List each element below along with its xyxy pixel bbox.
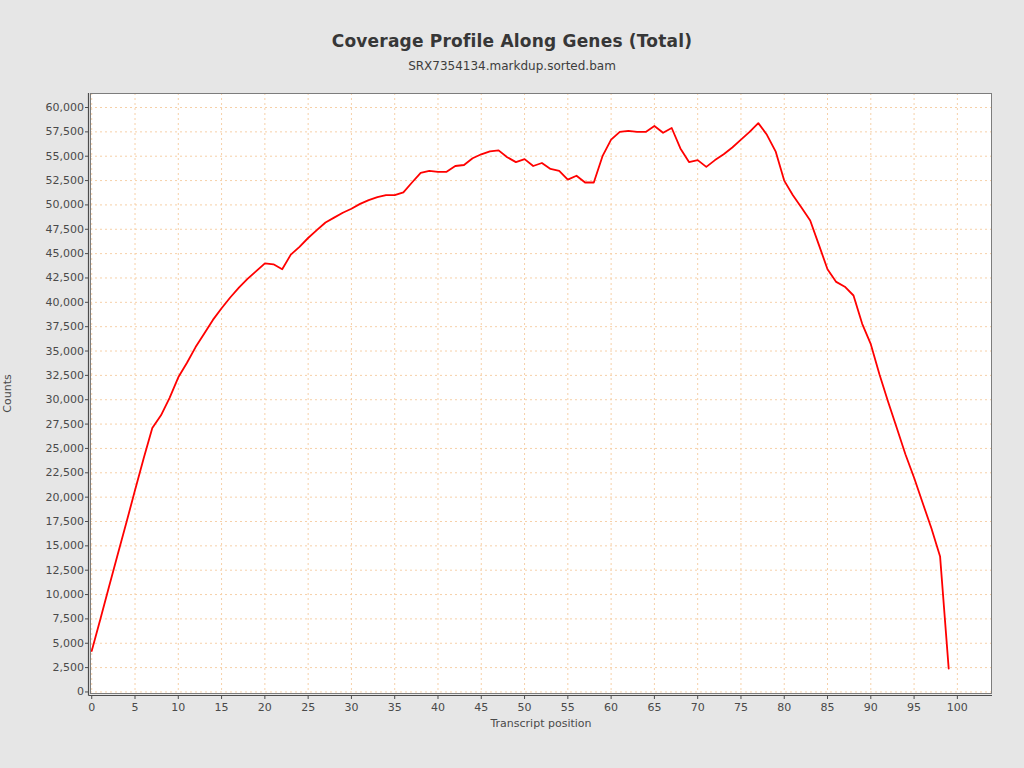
y-tick-label: 55,000: [0, 150, 84, 163]
y-tick-label: 20,000: [0, 491, 84, 504]
y-tick-label: 10,000: [0, 588, 84, 601]
y-tick-label: 2,500: [0, 661, 84, 674]
y-tick-label: 47,500: [0, 223, 84, 236]
x-tick-label: 60: [604, 701, 618, 714]
x-tick-label: 55: [561, 701, 575, 714]
y-tick-label: 12,500: [0, 564, 84, 577]
x-tick-label: 70: [691, 701, 705, 714]
x-tick-label: 15: [215, 701, 229, 714]
y-tick-label: 22,500: [0, 466, 84, 479]
x-tick-label: 50: [518, 701, 532, 714]
y-tick-label: 52,500: [0, 174, 84, 187]
x-tick-label: 100: [947, 701, 968, 714]
y-tick-label: 40,000: [0, 296, 84, 309]
plot-background: [90, 93, 992, 694]
y-tick-label: 15,000: [0, 539, 84, 552]
y-tick-label: 17,500: [0, 515, 84, 528]
x-tick-label: 5: [132, 701, 139, 714]
x-tick-label: 65: [647, 701, 661, 714]
x-tick-label: 30: [344, 701, 358, 714]
x-tick-label: 10: [171, 701, 185, 714]
y-tick-label: 45,000: [0, 247, 84, 260]
y-tick-label: 50,000: [0, 198, 84, 211]
y-tick-label: 0: [0, 685, 84, 698]
x-axis-title: Transcript position: [90, 717, 992, 730]
y-tick-label: 37,500: [0, 320, 84, 333]
chart-canvas: { "page": { "outer_background": "#e6e6e6…: [0, 0, 1024, 768]
x-tick-label: 95: [907, 701, 921, 714]
x-tick-label: 25: [301, 701, 315, 714]
x-tick-label: 80: [777, 701, 791, 714]
y-tick-label: 60,000: [0, 101, 84, 114]
y-tick-label: 42,500: [0, 271, 84, 284]
x-tick-label: 35: [388, 701, 402, 714]
x-tick-label: 20: [258, 701, 272, 714]
x-tick-label: 75: [734, 701, 748, 714]
plot-area: [0, 0, 1024, 768]
x-tick-label: 0: [88, 701, 95, 714]
y-tick-label: 5,000: [0, 637, 84, 650]
x-tick-label: 40: [431, 701, 445, 714]
x-tick-label: 45: [474, 701, 488, 714]
y-axis-title: Counts: [1, 344, 14, 444]
y-tick-label: 57,500: [0, 125, 84, 138]
y-tick-label: 7,500: [0, 612, 84, 625]
y-tick-label: 25,000: [0, 442, 84, 455]
x-tick-label: 90: [864, 701, 878, 714]
x-tick-label: 85: [821, 701, 835, 714]
